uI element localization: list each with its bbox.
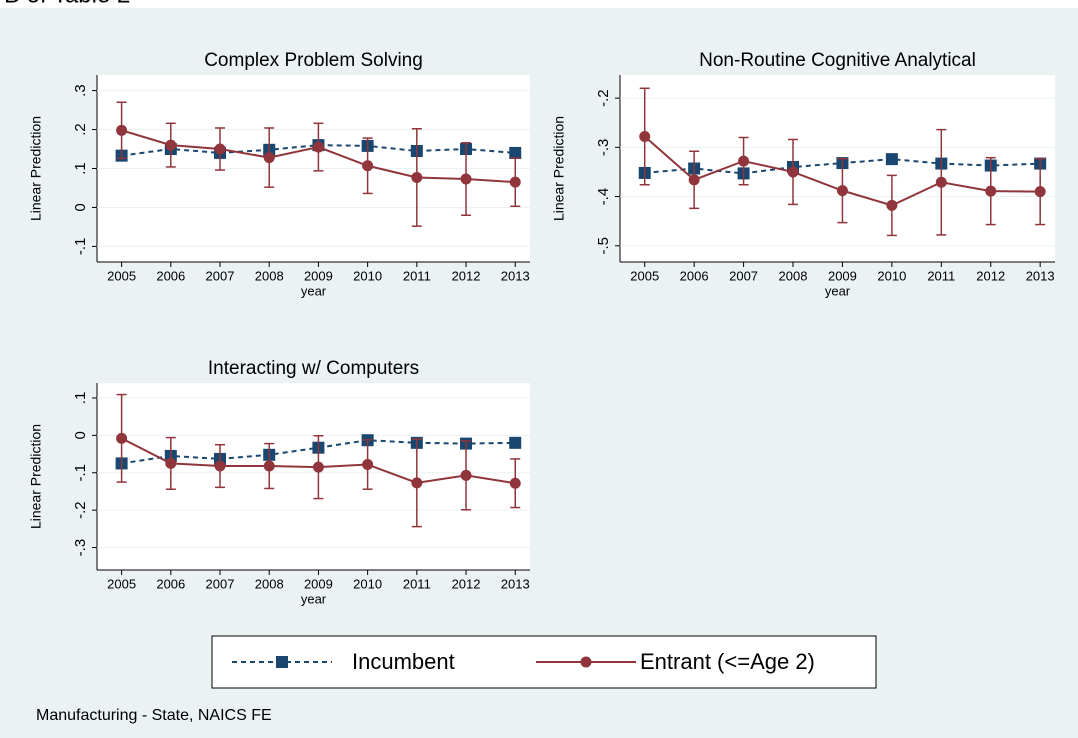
x-tick-label: 2013 [501, 576, 530, 591]
x-tick-label: 2010 [353, 576, 382, 591]
x-tick-label: 2009 [304, 576, 333, 591]
marker [411, 477, 423, 489]
marker [362, 459, 374, 471]
y-tick-label: -.4 [595, 188, 612, 206]
x-tick-label: 2010 [877, 268, 906, 283]
marker [639, 131, 651, 143]
x-tick-label: 2009 [828, 268, 857, 283]
x-tick-label: 2006 [156, 268, 185, 283]
x-tick-label: 2013 [501, 268, 530, 283]
x-tick-label: 2008 [255, 576, 284, 591]
marker [460, 173, 472, 185]
y-tick-label: -.3 [72, 539, 89, 557]
note: Manufacturing - State, NAICS FE [36, 707, 272, 724]
marker [116, 432, 128, 444]
marker [411, 171, 423, 183]
x-tick-label: 2006 [156, 576, 185, 591]
marker [985, 185, 997, 197]
marker [509, 176, 521, 188]
panel-title: Interacting w/ Computers [208, 358, 419, 379]
x-tick-label: 2008 [255, 268, 284, 283]
legend-label: Entrant (<=Age 2) [640, 649, 815, 674]
legend-marker [276, 656, 288, 668]
marker [509, 477, 521, 489]
x-tick-label: 2011 [927, 268, 955, 283]
marker [688, 174, 700, 186]
x-tick-label: 2012 [976, 268, 1005, 283]
x-tick-label: 2005 [107, 268, 136, 283]
x-tick-label: 2007 [206, 268, 235, 283]
y-tick-label: .1 [72, 392, 89, 405]
marker [116, 124, 128, 136]
y-tick-label: -.1 [72, 464, 89, 482]
y-tick-label: -.2 [72, 501, 89, 519]
y-tick-label: 0 [72, 203, 89, 211]
marker [886, 199, 898, 211]
x-tick-label: 2005 [630, 268, 659, 283]
x-tick-label: 2006 [680, 268, 709, 283]
y-tick-label: .3 [72, 84, 89, 97]
page-header: B of Table 2 [4, 0, 130, 8]
x-tick-label: 2008 [779, 268, 808, 283]
x-tick-label: 2012 [452, 268, 481, 283]
marker [885, 153, 898, 166]
y-tick-label: 0 [72, 431, 89, 439]
marker [738, 155, 750, 167]
marker [263, 460, 275, 472]
y-tick-label: -.2 [595, 89, 612, 107]
marker [165, 457, 177, 469]
y-tick-label: -.3 [595, 139, 612, 157]
y-tick-label: -.1 [72, 238, 89, 256]
y-tick-label: -.5 [595, 237, 612, 255]
marker [214, 460, 226, 472]
x-axis-label: year [301, 283, 327, 298]
x-axis-label: year [301, 591, 327, 606]
x-tick-label: 2011 [403, 268, 431, 283]
marker [263, 152, 275, 164]
marker [165, 139, 177, 151]
marker [1034, 186, 1046, 198]
panel-title: Complex Problem Solving [204, 50, 423, 71]
marker [312, 461, 324, 473]
marker [362, 160, 374, 172]
legend-marker [580, 656, 592, 668]
series-line [121, 144, 516, 157]
x-tick-label: 2012 [452, 576, 481, 591]
y-tick-label: .1 [72, 162, 89, 175]
x-tick-label: 2010 [353, 268, 382, 283]
marker [214, 143, 226, 155]
marker [509, 146, 522, 159]
x-tick-label: 2005 [107, 576, 136, 591]
y-axis-label: Linear Prediction [28, 116, 44, 221]
x-tick-label: 2011 [403, 576, 431, 591]
legend-label: Incumbent [352, 649, 455, 674]
marker [460, 469, 472, 481]
x-axis-label: year [825, 283, 851, 298]
x-tick-label: 2013 [1026, 268, 1055, 283]
y-axis-label: Linear Prediction [551, 116, 567, 221]
marker [836, 185, 848, 197]
y-axis-label: Linear Prediction [28, 424, 44, 529]
x-tick-label: 2007 [206, 576, 235, 591]
marker [509, 436, 522, 449]
x-tick-label: 2007 [729, 268, 758, 283]
panel-title: Non-Routine Cognitive Analytical [699, 50, 976, 71]
y-tick-label: .2 [72, 123, 89, 136]
x-tick-label: 2009 [304, 268, 333, 283]
marker [935, 176, 947, 188]
marker [312, 141, 324, 153]
marker [787, 166, 799, 178]
